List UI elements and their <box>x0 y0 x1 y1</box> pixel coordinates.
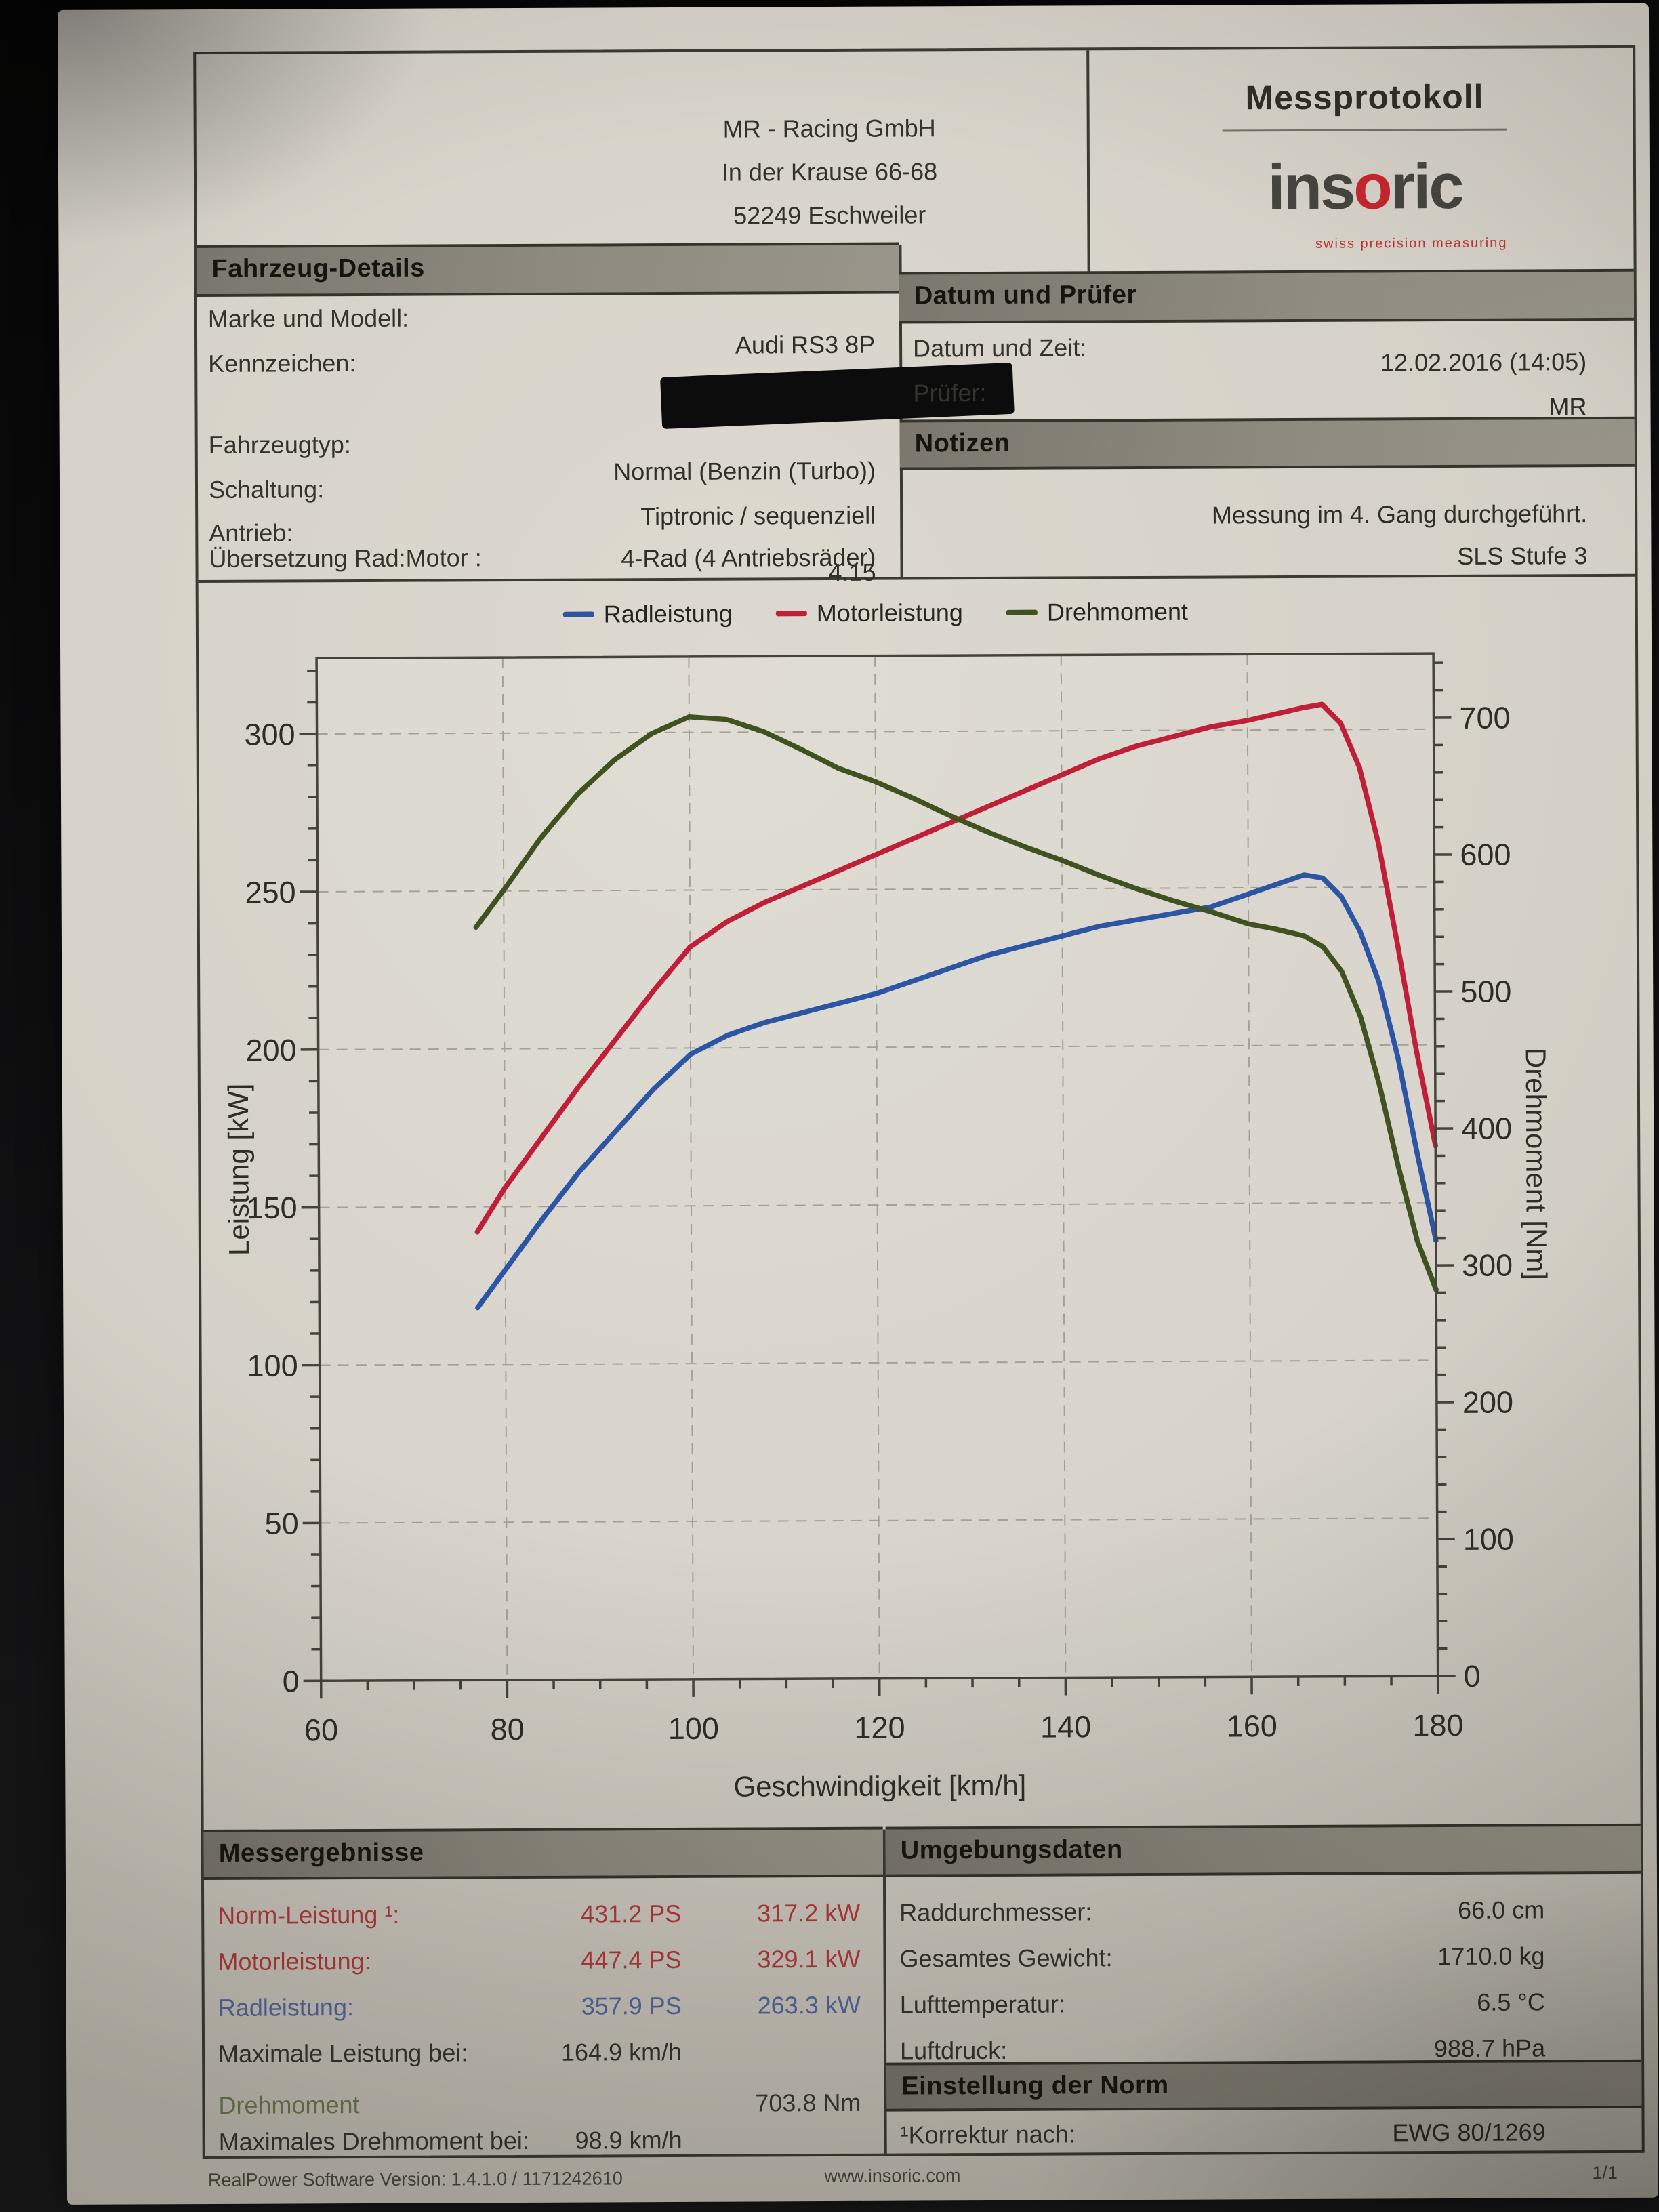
report-title-box: Messprotokoll <box>1100 77 1629 132</box>
result-kw-motorleistung: 329.1 kW <box>757 1944 861 1973</box>
field-value-uebersetzung: 4.15 <box>828 558 876 586</box>
footer-software-version: RealPower Software Version: 1.4.1.0 / 11… <box>207 2168 623 2191</box>
insoric-logo: insoric <box>1101 150 1629 223</box>
svg-text:200: 200 <box>245 1033 296 1067</box>
result-kw-radleistung: 263.3 kW <box>757 1990 861 2020</box>
svg-text:500: 500 <box>1460 975 1511 1009</box>
svg-text:250: 250 <box>245 875 295 909</box>
logo-ric: ric <box>1390 150 1462 222</box>
svg-text:600: 600 <box>1460 838 1511 872</box>
section-bar-umgebungsdaten: Umgebungsdaten <box>885 1823 1641 1877</box>
logo-ins: ins <box>1267 150 1354 223</box>
note-line-1: Messung im 4. Gang durchgeführt. <box>1211 499 1588 529</box>
svg-text:300: 300 <box>1462 1248 1513 1283</box>
note-line-2: SLS Stufe 3 <box>1457 541 1588 570</box>
company-name: MR - Racing GmbH <box>722 114 936 143</box>
dyno-chart: 60 80 100 120 140 160 180050100150200250300010… <box>244 652 1514 1747</box>
field-label-kennzeichen: Kennzeichen: <box>208 349 356 377</box>
section-bar-einstellung-norm: Einstellung der Norm <box>886 2059 1642 2112</box>
svg-text:160: 160 <box>1227 1708 1277 1743</box>
env-value-raddurchmesser: 66.0 cm <box>1458 1896 1545 1924</box>
footer-website: www.insoric.com <box>824 2165 961 2187</box>
svg-text:80: 80 <box>491 1712 525 1746</box>
report-title: Messprotokoll <box>1222 77 1507 132</box>
company-street: In der Krause 66-68 <box>721 157 938 186</box>
svg-text:150: 150 <box>246 1191 297 1225</box>
section-bar-notizen: Notizen <box>899 416 1635 470</box>
company-city: 52249 Eschweiler <box>733 201 926 230</box>
svg-text:300: 300 <box>244 717 295 752</box>
env-value-lufttemperatur: 6.5 °C <box>1477 1988 1545 2016</box>
result-value-drehmoment: 703.8 Nm <box>755 2088 861 2117</box>
svg-text:50: 50 <box>265 1507 299 1541</box>
section-bar-messergebnisse: Messergebnisse <box>203 1826 883 1881</box>
svg-text:180: 180 <box>1412 1708 1463 1742</box>
y-axis-title-left: Leistung [kW] <box>222 1083 255 1256</box>
field-label-fahrzeugtyp: Fahrzeugtyp: <box>208 430 351 459</box>
field-label-antrieb: Antrieb: <box>209 518 293 547</box>
svg-text:140: 140 <box>1040 1709 1091 1744</box>
footer-page-number: 1/1 <box>1592 2162 1618 2184</box>
svg-text:100: 100 <box>1463 1522 1514 1557</box>
result-value-max-leistung: 164.9 km/h <box>560 2037 682 2066</box>
result-value-max-drehmoment: 98.9 km/h <box>575 2125 682 2154</box>
field-value-schaltung: Tiptronic / sequenziell <box>640 501 876 531</box>
svg-text:120: 120 <box>854 1711 905 1745</box>
svg-text:700: 700 <box>1459 701 1510 735</box>
svg-text:100: 100 <box>668 1711 719 1746</box>
svg-text:200: 200 <box>1462 1385 1513 1420</box>
logo-o-icon: o <box>1353 150 1391 222</box>
svg-text:100: 100 <box>247 1349 298 1383</box>
logo-tagline: swiss precision measuring <box>1315 235 1508 251</box>
svg-text:0: 0 <box>1464 1659 1481 1694</box>
x-axis-title: Geschwindigkeit [km/h] <box>733 1769 1027 1803</box>
section-bar-fahrzeug-details: Fahrzeug-Details <box>197 242 899 298</box>
company-address: MR - Racing GmbH In der Krause 66-68 522… <box>640 106 1020 238</box>
norm-value-korrektur: EWG 80/1269 <box>1392 2118 1546 2147</box>
y-axis-title-right: Drehmoment [Nm] <box>1519 1047 1553 1281</box>
field-value-datum: 12.02.2016 (14:05) <box>1380 348 1587 377</box>
section-bar-datum-pruefer: Datum und Prüfer <box>899 268 1634 324</box>
svg-text:60: 60 <box>304 1713 338 1747</box>
field-label-marke: Marke und Modell: <box>207 304 409 333</box>
result-kw-norm-leistung: 317.2 kW <box>757 1898 861 1927</box>
env-value-gewicht: 1710.0 kg <box>1437 1942 1545 1971</box>
field-label-schaltung: Schaltung: <box>208 475 325 504</box>
svg-text:400: 400 <box>1461 1111 1512 1146</box>
svg-text:0: 0 <box>283 1664 300 1698</box>
